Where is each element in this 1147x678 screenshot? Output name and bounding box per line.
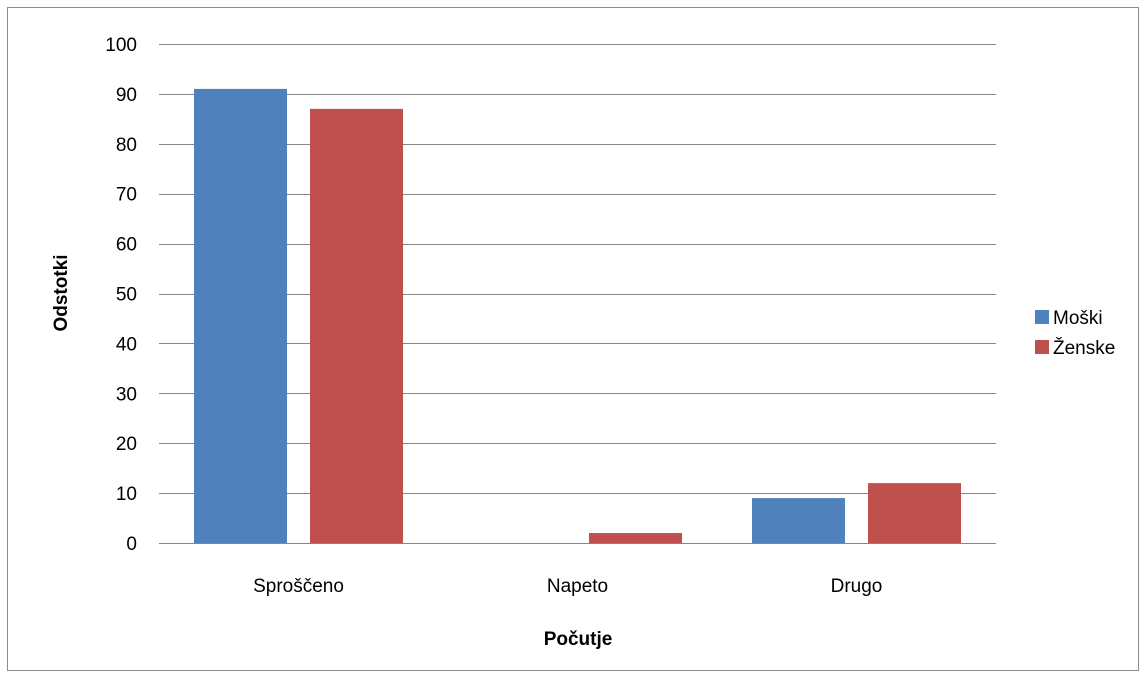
- bars: [194, 88, 961, 544]
- y-tick-label: 90: [116, 85, 137, 106]
- legend-swatch: [1035, 340, 1049, 354]
- legend-label: Ženske: [1053, 337, 1115, 359]
- y-tick-label: 10: [116, 484, 137, 505]
- legend-swatch: [1035, 310, 1049, 324]
- bar-chart: 0 10 20 30 40 50 60 70 80 90 100 Sproščeno Napeto Dr…: [51, 35, 1115, 650]
- y-tick-label: 40: [116, 334, 137, 355]
- bar-series-2-0: [310, 108, 403, 544]
- x-category-labels: Sproščeno Napeto Drugo: [253, 576, 882, 597]
- x-category-label: Drugo: [831, 576, 883, 597]
- gridlines: [159, 44, 996, 544]
- chart-frame: 0 10 20 30 40 50 60 70 80 90 100 Sproščeno Napeto Dr…: [7, 7, 1139, 671]
- y-tick-label: 60: [116, 235, 137, 256]
- legend: Moški Ženske: [1035, 308, 1115, 359]
- y-tick-label: 70: [116, 185, 137, 206]
- x-axis-title: Počutje: [544, 629, 613, 650]
- legend-label: Moški: [1053, 308, 1103, 329]
- x-category-label: Sproščeno: [253, 576, 344, 597]
- y-tick-label: 80: [116, 135, 137, 156]
- bar-series-1-2: [752, 498, 845, 543]
- bar-series-2-2: [868, 483, 961, 543]
- y-tick-label: 50: [116, 285, 137, 306]
- bar-series-2-1: [589, 533, 682, 543]
- y-tick-labels: 0 10 20 30 40 50 60 70 80 90 100: [105, 35, 137, 555]
- y-tick-label: 20: [116, 434, 137, 455]
- bar-series-1-0: [194, 88, 287, 543]
- x-category-label: Napeto: [547, 576, 608, 597]
- y-axis-title: Odstotki: [51, 254, 72, 331]
- y-tick-label: 100: [105, 35, 137, 56]
- y-tick-label: 0: [126, 534, 137, 555]
- y-tick-label: 30: [116, 384, 137, 405]
